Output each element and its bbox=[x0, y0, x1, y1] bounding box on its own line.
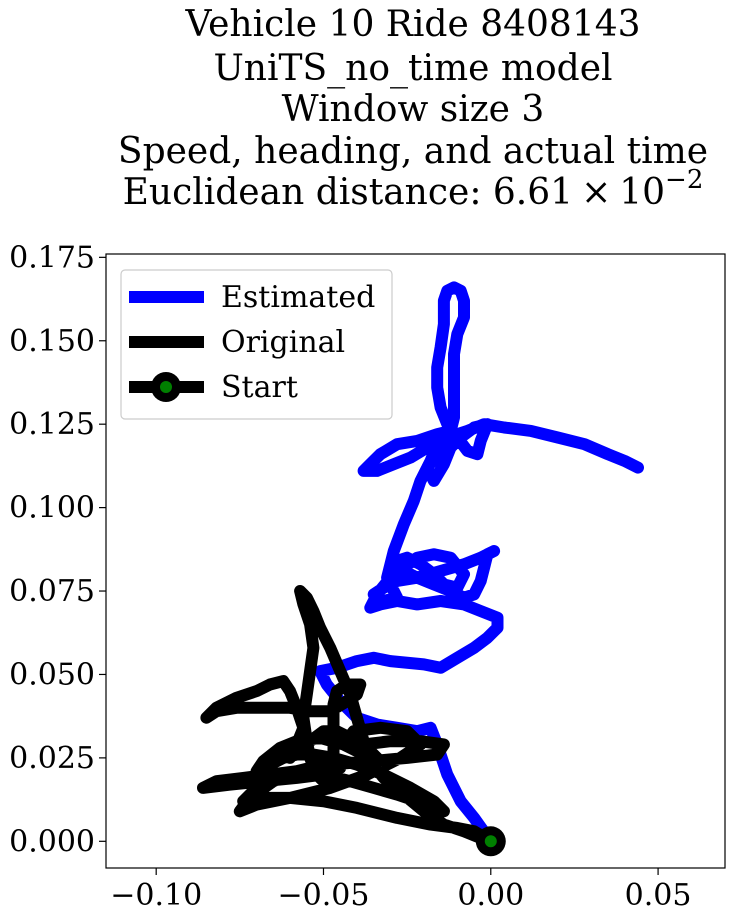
legend-start-marker bbox=[160, 381, 172, 393]
y-tick-label: 0.125 bbox=[9, 407, 95, 442]
title-line-2: UniTS_no_time model bbox=[213, 48, 612, 89]
series-line-original bbox=[197, 585, 497, 848]
y-tick-label: 0.050 bbox=[9, 657, 95, 692]
title-line-1: Vehicle 10 Ride 8408143 bbox=[184, 4, 640, 45]
legend: Estimated Original Start bbox=[120, 269, 393, 420]
y-tick-label: 0.025 bbox=[9, 741, 95, 776]
y-tick-label: 0.100 bbox=[9, 491, 95, 526]
series-line-estimated bbox=[314, 281, 644, 848]
title-distance-prefix: Euclidean distance: 6.61 bbox=[123, 172, 573, 213]
x-tick-label: 0.00 bbox=[457, 878, 524, 913]
title-distance-times: × bbox=[581, 172, 611, 213]
y-tick-label: 0.075 bbox=[9, 574, 95, 609]
legend-original-label: Original bbox=[221, 325, 345, 360]
chart-title: Vehicle 10 Ride 8408143 UniTS_no_time mo… bbox=[118, 4, 708, 213]
axes-frame bbox=[105, 253, 726, 869]
x-tick-label: 0.05 bbox=[625, 878, 692, 913]
axis-ticks: −0.10 −0.05 0.00 0.05 0.000 0.025 0.050 0.075 0.… bbox=[9, 240, 691, 913]
title-line-3: Window size 3 bbox=[282, 89, 545, 130]
plot-area bbox=[197, 281, 644, 857]
legend-start-label: Start bbox=[221, 370, 298, 405]
legend-estimated-label: Estimated bbox=[221, 280, 375, 315]
y-tick-label: 0.000 bbox=[9, 824, 95, 859]
title-line-5: Euclidean distance: 6.61 × 10−2 bbox=[123, 165, 704, 213]
y-tick-label: 0.175 bbox=[9, 240, 95, 275]
title-distance-base: 10 bbox=[619, 172, 665, 213]
x-tick-label: −0.05 bbox=[278, 878, 370, 913]
title-line-4: Speed, heading, and actual time bbox=[118, 131, 708, 172]
y-tick-label: 0.150 bbox=[9, 324, 95, 359]
x-tick-label: −0.10 bbox=[110, 878, 202, 913]
start-marker bbox=[484, 835, 497, 848]
title-distance-exponent: −2 bbox=[665, 165, 703, 195]
